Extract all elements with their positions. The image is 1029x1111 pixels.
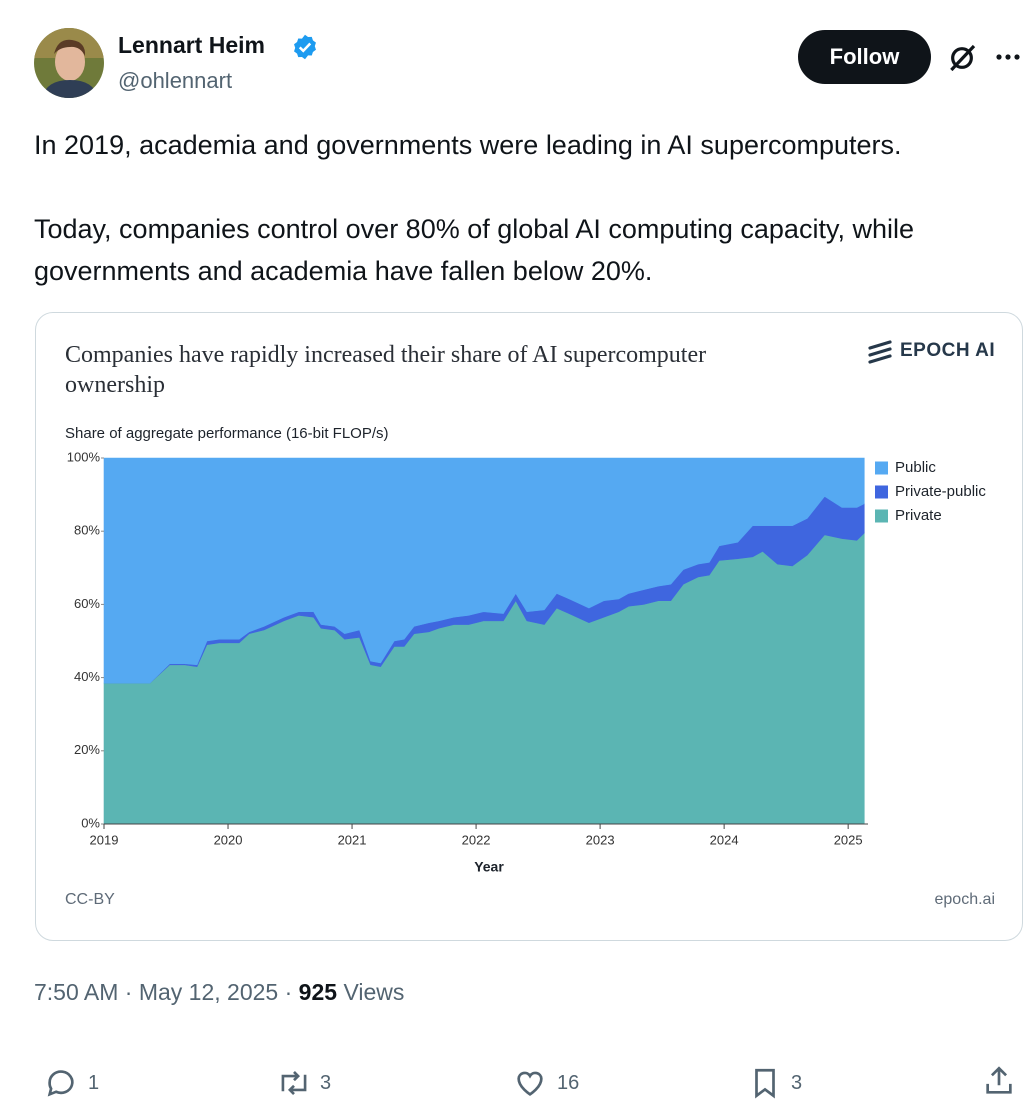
reply-icon[interactable] — [44, 1066, 78, 1100]
separator: · — [124, 979, 133, 1005]
x-tick-label: 2023 — [586, 832, 615, 847]
grok-icon[interactable] — [946, 42, 978, 74]
brand: EPOCH AI — [900, 340, 996, 361]
view-count: 925 — [298, 979, 338, 1005]
x-tick-label: 2022 — [462, 832, 491, 847]
verified-badge — [294, 34, 316, 60]
like-icon[interactable] — [512, 1066, 548, 1100]
x-axis-label: Year — [474, 859, 504, 875]
y-tick-label: 20% — [74, 742, 100, 757]
x-tick-label: 2020 — [214, 832, 243, 847]
legend-label: Private-public — [895, 483, 986, 500]
follow-button[interactable]: Follow — [798, 30, 931, 84]
tweet-text: In 2019, academia and governments were l… — [34, 130, 902, 160]
time[interactable]: 7:50 AM — [34, 979, 119, 1005]
bookmark-count: 3 — [791, 1072, 803, 1094]
y-axis-label: Share of aggregate performance (16-bit F… — [65, 425, 389, 442]
separator: · — [284, 979, 293, 1005]
y-tick-label: 100% — [67, 449, 101, 464]
area — [103, 457, 865, 684]
author-handle[interactable]: @ohlennart — [118, 68, 233, 93]
legend-swatch — [875, 485, 888, 499]
legend-label: Private — [895, 507, 942, 524]
x-tick-label: 2021 — [338, 832, 367, 847]
legend-swatch — [875, 461, 888, 475]
bookmark-icon[interactable] — [748, 1066, 782, 1100]
date[interactable]: May 12, 2025 — [138, 979, 279, 1005]
brand-logo — [868, 340, 892, 364]
views-label: Views — [343, 979, 405, 1005]
x-tick-label: 2019 — [90, 832, 119, 847]
x-tick-label: 2024 — [710, 832, 739, 847]
y-tick-label: 80% — [74, 523, 100, 538]
y-tick-label: 0% — [81, 815, 100, 830]
chart-title: Companies have rapidly increased their s… — [65, 342, 707, 398]
more-icon[interactable] — [994, 46, 1024, 68]
x-tick-label: 2025 — [834, 832, 863, 847]
reply-count: 1 — [88, 1072, 100, 1094]
y-tick-label: 60% — [74, 596, 100, 611]
avatar[interactable] — [34, 28, 104, 98]
repost-icon[interactable] — [276, 1066, 312, 1100]
legend-swatch — [875, 509, 888, 523]
author-name[interactable]: Lennart Heim — [118, 32, 265, 58]
share-icon[interactable] — [982, 1064, 1016, 1098]
repost-count: 3 — [320, 1072, 332, 1094]
source[interactable]: epoch.ai — [934, 891, 996, 908]
media-card[interactable] — [35, 312, 1023, 941]
y-tick-label: 40% — [74, 669, 100, 684]
license: CC-BY — [65, 891, 115, 908]
like-count: 16 — [557, 1072, 580, 1094]
tweet-meta: 7:50 AM · May 12, 2025 · 925 Views — [34, 979, 404, 1006]
tweet-text: Today, companies control over 80% of glo… — [34, 214, 914, 286]
legend-label: Public — [895, 459, 936, 476]
